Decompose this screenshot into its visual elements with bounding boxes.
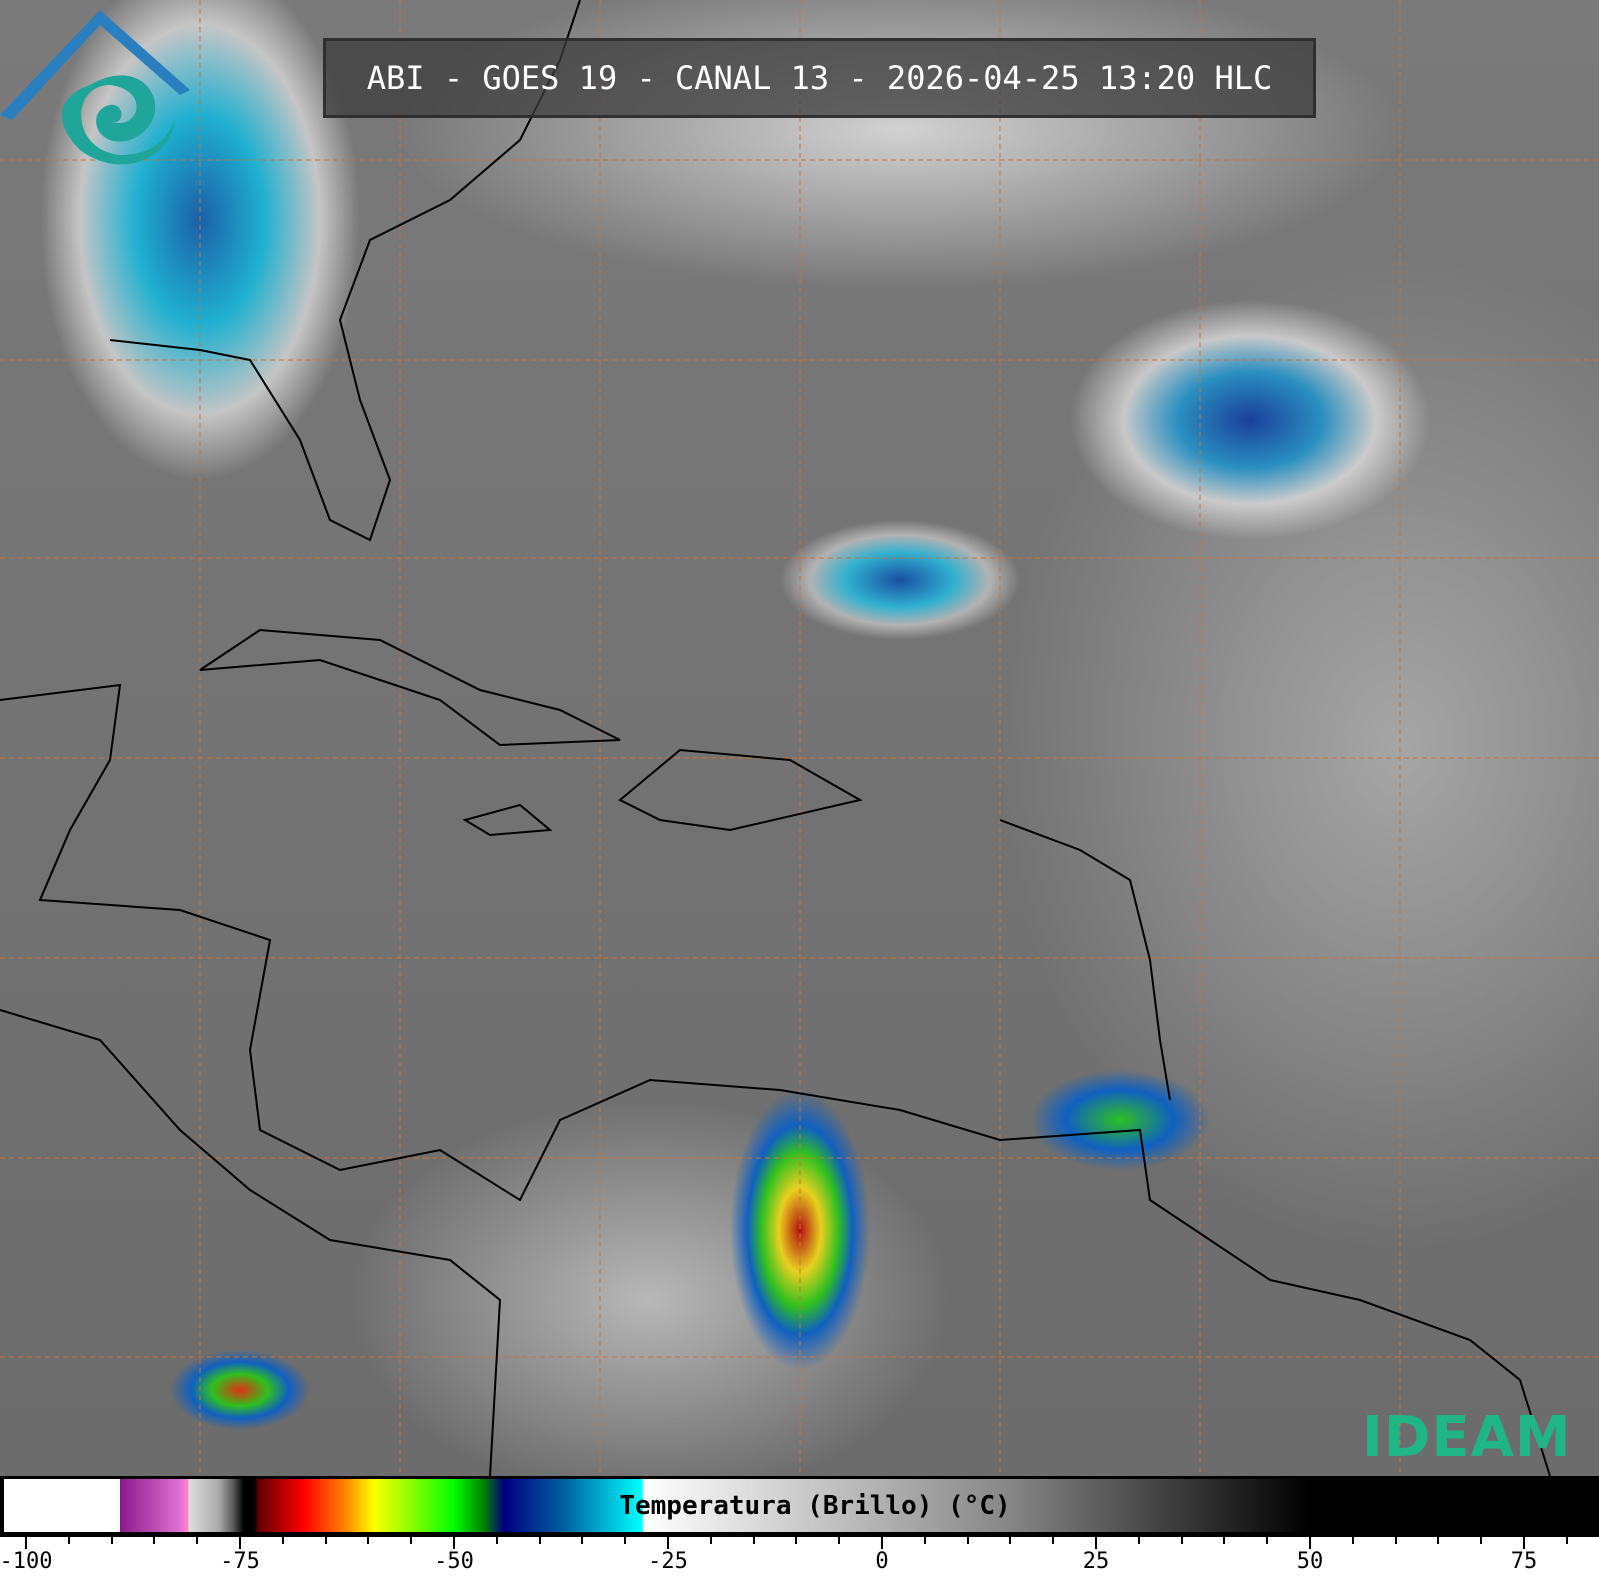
minor-tick bbox=[1394, 1537, 1397, 1544]
major-tick bbox=[667, 1537, 669, 1549]
major-tick bbox=[25, 1537, 27, 1549]
tick-label: 25 bbox=[1082, 1549, 1110, 1574]
minor-tick bbox=[1480, 1537, 1483, 1544]
minor-tick bbox=[838, 1537, 841, 1544]
coastline-jamaica bbox=[462, 803, 553, 837]
minor-tick bbox=[624, 1537, 627, 1544]
minor-tick bbox=[1565, 1537, 1568, 1544]
minor-tick bbox=[795, 1537, 798, 1544]
coastline-hispaniola bbox=[618, 748, 863, 832]
minor-tick bbox=[1137, 1537, 1140, 1544]
minor-tick bbox=[581, 1537, 584, 1544]
major-tick bbox=[239, 1537, 241, 1549]
coastline-lesser-antilles bbox=[999, 819, 1171, 1101]
tick-label: 0 bbox=[875, 1549, 889, 1574]
colorbar bbox=[4, 1479, 1310, 1532]
minor-tick bbox=[1437, 1537, 1440, 1544]
map-overlay bbox=[0, 0, 1599, 1476]
lat-lon-grid bbox=[0, 0, 1599, 1476]
major-tick bbox=[1309, 1537, 1311, 1549]
minor-tick bbox=[1009, 1537, 1012, 1544]
minor-tick bbox=[1266, 1537, 1269, 1544]
satellite-map: IDEAM bbox=[0, 0, 1599, 1476]
coastline-cuba bbox=[199, 628, 621, 747]
coastline-us-east bbox=[109, 0, 581, 542]
minor-tick bbox=[1052, 1537, 1055, 1544]
minor-tick bbox=[752, 1537, 755, 1544]
minor-tick bbox=[367, 1537, 370, 1544]
minor-tick bbox=[67, 1537, 70, 1544]
minor-tick bbox=[153, 1537, 156, 1544]
ideam-logo bbox=[0, 10, 190, 165]
minor-tick bbox=[495, 1537, 498, 1544]
minor-tick bbox=[1180, 1537, 1183, 1544]
minor-tick bbox=[923, 1537, 926, 1544]
major-tick bbox=[1523, 1537, 1525, 1549]
tick-label: -25 bbox=[648, 1549, 688, 1574]
minor-tick bbox=[196, 1537, 199, 1544]
coastline-yucatan-centralamerica bbox=[0, 683, 1551, 1476]
minor-tick bbox=[324, 1537, 327, 1544]
tick-label: 50 bbox=[1296, 1549, 1324, 1574]
tick-label: 75 bbox=[1510, 1549, 1538, 1574]
minor-tick bbox=[1223, 1537, 1226, 1544]
tick-label: -100 bbox=[0, 1549, 53, 1574]
logo-spiral-icon bbox=[61, 75, 175, 165]
coastlines bbox=[0, 0, 1551, 1476]
tick-label: -50 bbox=[434, 1549, 474, 1574]
title-banner: ABI - GOES 19 - CANAL 13 - 2026-04-25 13… bbox=[323, 38, 1316, 118]
colorbar-label: Temperatura (Brillo) (°C) bbox=[619, 1490, 1011, 1521]
minor-tick bbox=[709, 1537, 712, 1544]
major-tick bbox=[881, 1537, 883, 1549]
minor-tick bbox=[538, 1537, 541, 1544]
coastline-central-america-pacific bbox=[0, 1009, 502, 1476]
ideam-logo-text: IDEAM bbox=[1362, 1405, 1572, 1470]
minor-tick bbox=[966, 1537, 969, 1544]
logo-roof-icon bbox=[0, 10, 190, 120]
minor-tick bbox=[110, 1537, 113, 1544]
minor-tick bbox=[281, 1537, 284, 1544]
tick-label: -75 bbox=[220, 1549, 260, 1574]
major-tick bbox=[453, 1537, 455, 1549]
image-title: ABI - GOES 19 - CANAL 13 - 2026-04-25 13… bbox=[366, 59, 1273, 97]
minor-tick bbox=[410, 1537, 413, 1544]
minor-tick bbox=[1351, 1537, 1354, 1544]
major-tick bbox=[1095, 1537, 1097, 1549]
